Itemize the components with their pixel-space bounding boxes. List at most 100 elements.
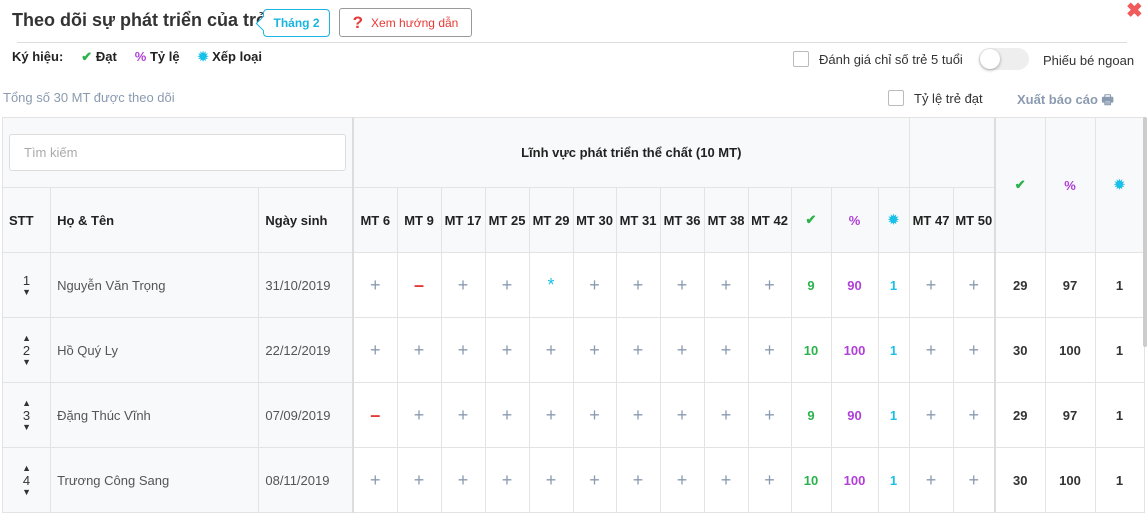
mark-cell[interactable]: + <box>440 382 486 448</box>
close-icon[interactable]: ✖ <box>1126 0 1143 22</box>
export-button[interactable]: Xuất báo cáo 🖶 <box>1017 91 1114 113</box>
mark-cell[interactable]: + <box>908 447 954 513</box>
mark-cell[interactable]: + <box>908 382 954 448</box>
mark-cell[interactable]: + <box>952 252 996 318</box>
sort-down-icon[interactable]: ▼ <box>22 287 31 297</box>
stt-cell: ▲ 3 ▼ <box>1 382 52 448</box>
mark-cell[interactable]: + <box>747 317 792 383</box>
mark-cell[interactable]: + <box>747 252 792 318</box>
mark-cell[interactable]: + <box>396 382 442 448</box>
student-name[interactable]: Nguyễn Văn Trọng <box>50 252 260 318</box>
sort-up-icon[interactable]: ▲ <box>22 332 31 343</box>
mark-cell[interactable]: + <box>528 447 574 513</box>
sort-down-icon[interactable]: ▼ <box>22 486 31 497</box>
legend-tyle: Tỷ lệ <box>149 49 180 64</box>
sort-up-icon[interactable]: ▲ <box>22 462 31 473</box>
mark-cell[interactable]: + <box>572 382 617 448</box>
total-count: Tổng số 30 MT được theo dõi <box>3 90 175 105</box>
mark-cell[interactable]: * <box>528 252 574 318</box>
mark-cell[interactable]: + <box>952 447 996 513</box>
mark-cell[interactable]: + <box>440 317 486 383</box>
check-header: ✔ <box>790 187 832 253</box>
mark-cell[interactable]: + <box>615 382 661 448</box>
mark-cell[interactable]: + <box>484 382 530 448</box>
mark-cell[interactable]: + <box>952 317 996 383</box>
mark-cell[interactable]: – <box>396 252 442 318</box>
mt-header: MT 50 <box>952 187 996 253</box>
stt-cell: 1 ▼ <box>1 252 52 318</box>
dat-cell: 9 <box>790 252 832 318</box>
sort-down-icon[interactable]: ▼ <box>22 421 31 432</box>
mark-cell[interactable]: + <box>440 447 486 513</box>
mt-header: MT 31 <box>615 187 661 253</box>
table-row: 1 ▼ Nguyễn Văn Trọng 31/10/2019 + – + + * + + + + +9 9… <box>1 252 1145 318</box>
legend-label: Ký hiệu: <box>12 49 64 64</box>
checkbox-box[interactable] <box>793 51 809 67</box>
total-dat-cell: 30 <box>994 447 1046 513</box>
mark-cell[interactable]: + <box>659 317 705 383</box>
mark-cell[interactable]: + <box>908 252 954 318</box>
badge-icon: ✹ <box>197 49 209 64</box>
mt-header: MT 17 <box>440 187 486 253</box>
mark-cell[interactable]: + <box>528 382 574 448</box>
ngoan-toggle[interactable] <box>979 48 1029 70</box>
mark-cell[interactable]: + <box>659 382 705 448</box>
guide-button[interactable]: ? Xem hướng dẫn <box>339 8 472 37</box>
scrollbar[interactable] <box>1143 117 1147 347</box>
mark-cell[interactable]: + <box>615 447 661 513</box>
mark-cell[interactable]: + <box>396 447 442 513</box>
mark-cell[interactable]: + <box>572 447 617 513</box>
dat-cell: 9 <box>790 382 832 448</box>
mark-cell[interactable]: + <box>572 252 617 318</box>
mark-cell[interactable]: + <box>484 447 530 513</box>
total-pct-cell: 100 <box>1044 317 1096 383</box>
month-badge[interactable]: Tháng 2 <box>263 9 330 37</box>
print-icon: 🖶 <box>1101 92 1114 107</box>
student-name[interactable]: Đặng Thúc Vĩnh <box>50 382 260 448</box>
mark-cell[interactable]: + <box>352 252 398 318</box>
table-row: ▲ 3 ▼ Đặng Thúc Vĩnh 07/09/2019– + + + + + + + + +9 90… <box>1 382 1145 448</box>
mark-cell[interactable]: – <box>352 382 398 448</box>
legend-xeploai: Xếp loại <box>212 49 262 64</box>
rank-cell: 1 <box>877 382 910 448</box>
student-name[interactable]: Trương Công Sang <box>50 447 260 513</box>
checkbox-box[interactable] <box>888 90 904 106</box>
mark-cell[interactable]: + <box>703 252 749 318</box>
mark-cell[interactable]: + <box>908 317 954 383</box>
student-name[interactable]: Hồ Quý Ly <box>50 317 260 383</box>
mark-cell[interactable]: + <box>615 252 661 318</box>
search-cell <box>2 117 354 188</box>
ratio-checkbox[interactable]: Tỷ lệ trẻ đạt <box>888 90 983 106</box>
mark-cell[interactable]: + <box>659 252 705 318</box>
mark-cell[interactable]: + <box>352 317 398 383</box>
mark-cell[interactable]: + <box>528 317 574 383</box>
mt-header: MT 47 <box>908 187 954 253</box>
mark-cell[interactable]: + <box>615 317 661 383</box>
mark-cell[interactable]: + <box>952 382 996 448</box>
stt-cell: ▲ 4 ▼ <box>1 447 52 513</box>
sort-up-icon[interactable]: ▲ <box>22 397 31 408</box>
mark-cell[interactable]: + <box>484 252 530 318</box>
mark-cell[interactable]: + <box>703 447 749 513</box>
pct-cell: 100 <box>830 447 879 513</box>
sort-down-icon[interactable]: ▼ <box>22 356 31 367</box>
mark-cell[interactable]: + <box>703 382 749 448</box>
mark-cell[interactable]: + <box>484 317 530 383</box>
dob-cell: 31/10/2019 <box>258 252 354 318</box>
pct-cell: 90 <box>830 252 879 318</box>
mark-cell[interactable]: + <box>440 252 486 318</box>
table-row: ▲ 2 ▼ Hồ Quý Ly 22/12/2019 + + + + + + + + + +10 100 1 + +… <box>1 317 1145 383</box>
dob-cell: 08/11/2019 <box>258 447 354 513</box>
mark-cell[interactable]: + <box>396 317 442 383</box>
tracking-table: Lĩnh vực phát triển thể chất (10 MT) ✔ %… <box>1 117 1145 513</box>
mark-cell[interactable]: + <box>659 447 705 513</box>
dat-cell: 10 <box>790 317 832 383</box>
search-input[interactable] <box>9 134 346 171</box>
age5-checkbox[interactable]: Đánh giá chỉ số trẻ 5 tuổi <box>793 51 963 67</box>
mark-cell[interactable]: + <box>747 447 792 513</box>
mark-cell[interactable]: + <box>352 447 398 513</box>
mark-cell[interactable]: + <box>703 317 749 383</box>
mark-cell[interactable]: + <box>747 382 792 448</box>
ratio-label: Tỷ lệ trẻ đạt <box>914 90 983 106</box>
mark-cell[interactable]: + <box>572 317 617 383</box>
